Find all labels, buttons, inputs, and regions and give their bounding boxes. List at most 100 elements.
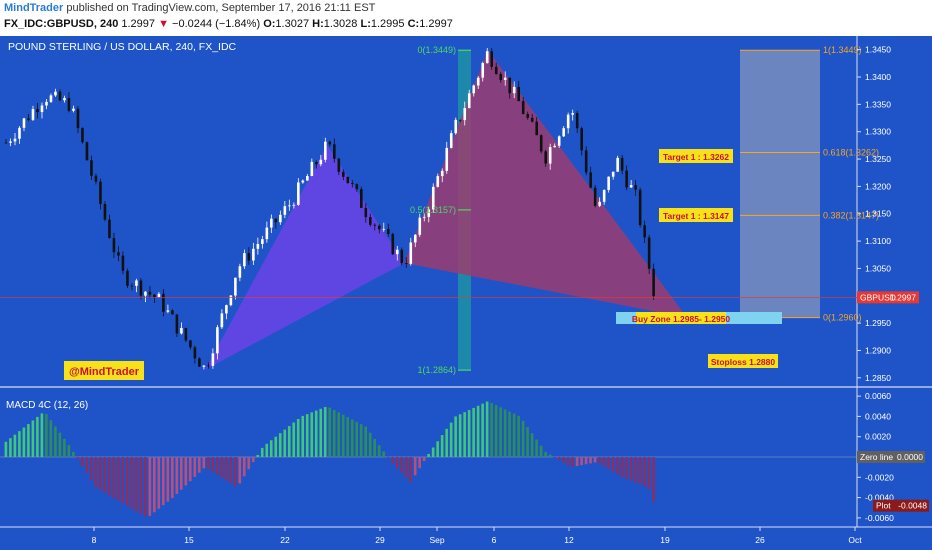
time-tick-label: Sep — [429, 535, 444, 545]
candle-body — [449, 133, 453, 148]
macd-bar — [197, 457, 201, 473]
macd-bar — [166, 457, 170, 502]
target2-box[interactable] — [659, 208, 733, 222]
macd-bar — [153, 457, 156, 513]
macd-bar — [85, 457, 89, 474]
bat-pattern[interactable] — [205, 50, 688, 370]
candle-body — [220, 313, 224, 328]
candle-body — [103, 204, 107, 220]
candle-body — [144, 291, 147, 296]
macd-bar — [112, 457, 116, 499]
macd-bar — [652, 457, 655, 503]
candle-body — [418, 217, 422, 235]
candle-body — [265, 227, 269, 240]
macd-bar — [571, 457, 574, 467]
price-tick-label: 1.2950 — [865, 318, 891, 328]
chart-header: MindTrader published on TradingView.com,… — [0, 0, 932, 36]
candle-body — [355, 184, 359, 190]
candle-body — [108, 219, 111, 238]
published-text: published on TradingView.com, September … — [66, 2, 376, 14]
buy-zone-label: Buy Zone 1.2985- 1.2950 — [632, 314, 731, 324]
chart-canvas[interactable]: 0(1.3449) 0.5(1.3157) 1(1.2864) 1(1.3449) 0.… — [0, 36, 932, 550]
last-price: 1.2997 — [121, 18, 156, 30]
candle-body — [301, 180, 305, 183]
buy-zone-label-box — [636, 312, 726, 324]
watermark-box — [64, 361, 144, 380]
macd-bar — [341, 414, 345, 457]
open-value: 1.3027 — [275, 18, 310, 30]
stoploss-box[interactable] — [708, 354, 778, 368]
candle-body — [611, 171, 615, 177]
macd-bar — [364, 426, 367, 457]
candle-body — [467, 93, 471, 109]
right-fib-label: 1(1.3449) — [823, 45, 862, 55]
candle-body — [225, 305, 228, 314]
macd-bar — [472, 407, 475, 457]
plot-tag — [873, 499, 929, 512]
fib-levels[interactable]: 0(1.3449) 0.5(1.3157) 1(1.2864) 1(1.3449) 0.… — [410, 45, 879, 375]
target2-label: Target 1 : 1.3147 — [663, 211, 729, 221]
candle-body — [539, 135, 543, 152]
macd-bar — [265, 443, 269, 457]
candle-body — [584, 150, 588, 173]
candle-body — [643, 225, 646, 238]
macd-bar — [22, 427, 26, 457]
candle-body — [148, 291, 152, 295]
candle-body — [436, 176, 440, 187]
candle-body — [377, 225, 381, 230]
candle-body — [562, 128, 565, 137]
price-candles — [0, 48, 857, 370]
close-label: C: — [407, 18, 420, 30]
candle-body — [238, 266, 242, 278]
candle-body — [247, 253, 251, 261]
macd-bar — [359, 424, 363, 457]
candle-body — [157, 293, 161, 298]
macd-bar — [310, 412, 314, 457]
candle-body — [521, 101, 525, 114]
macd-bar — [458, 414, 462, 457]
pattern-xab-triangle — [205, 145, 405, 370]
macd-bar — [269, 440, 273, 457]
candle-body — [413, 234, 417, 243]
low-value: 1.2995 — [370, 18, 405, 30]
macd-bar — [117, 457, 120, 501]
publisher-name[interactable]: MindTrader — [4, 2, 64, 14]
macd-bar — [503, 409, 507, 457]
macd-bar — [467, 410, 471, 457]
candle-body — [139, 280, 143, 296]
macd-tick-label: -0.0040 — [865, 493, 894, 503]
target1-box[interactable] — [659, 149, 733, 163]
macd-bar — [256, 454, 260, 457]
macd-bar — [45, 414, 48, 457]
candle-body — [256, 243, 260, 249]
candle-body — [333, 144, 336, 159]
macd-bar — [607, 457, 610, 469]
candle-body — [229, 295, 233, 306]
macd-bar — [184, 457, 188, 486]
candle-body — [517, 86, 521, 102]
candle-body — [616, 157, 619, 172]
macd-tick-label: 0.0020 — [865, 432, 891, 442]
price-tick-label: 1.3200 — [865, 181, 891, 191]
candle-body — [324, 141, 327, 160]
time-tick-label: 26 — [755, 535, 765, 545]
candle-body — [22, 118, 26, 128]
macd-bar — [404, 457, 408, 478]
candle-body — [117, 252, 120, 256]
macd-bar — [139, 457, 143, 515]
macd-bar — [494, 405, 498, 457]
candle-body — [647, 237, 651, 269]
macd-bar — [539, 445, 543, 457]
candle-body — [81, 128, 84, 143]
candle-body — [45, 101, 48, 106]
stoploss-label: Stoploss 1.2880 — [711, 357, 776, 367]
time-tick-label: 29 — [375, 535, 385, 545]
candle-body — [395, 249, 399, 255]
macd-bar — [548, 454, 552, 457]
macd-bar — [49, 420, 53, 457]
candle-body — [373, 224, 377, 226]
macd-bar — [130, 457, 134, 509]
candle-body — [508, 77, 512, 94]
candle-body — [575, 113, 579, 129]
candle-body — [409, 242, 413, 264]
